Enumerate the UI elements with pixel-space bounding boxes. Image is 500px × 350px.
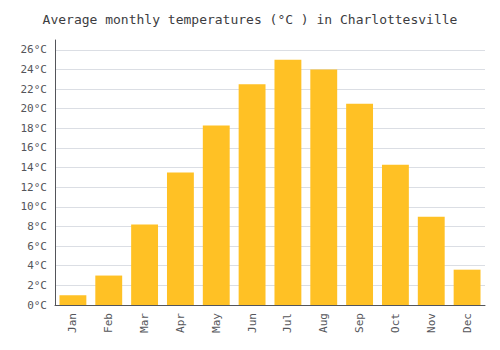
svg-text:Sep: Sep [353, 313, 366, 333]
svg-text:Jan: Jan [66, 313, 79, 333]
svg-text:Dec: Dec [461, 313, 474, 333]
svg-text:4°C: 4°C [27, 259, 47, 272]
svg-text:May: May [210, 313, 223, 333]
svg-text:Jun: Jun [246, 313, 259, 333]
svg-text:Aug: Aug [317, 313, 330, 333]
svg-text:8°C: 8°C [27, 220, 47, 233]
svg-text:16°C: 16°C [21, 141, 48, 154]
svg-text:20°C: 20°C [21, 102, 48, 115]
svg-text:Jul: Jul [281, 313, 294, 333]
svg-text:Oct: Oct [389, 313, 402, 333]
svg-text:22°C: 22°C [21, 83, 48, 96]
svg-text:Feb: Feb [102, 313, 115, 333]
svg-text:Apr: Apr [174, 313, 187, 333]
svg-text:24°C: 24°C [21, 63, 48, 76]
svg-text:12°C: 12°C [21, 181, 48, 194]
svg-text:18°C: 18°C [21, 122, 48, 135]
svg-text:10°C: 10°C [21, 200, 48, 213]
svg-text:Average monthly temperatures (: Average monthly temperatures (°C ) in Ch… [43, 12, 458, 27]
svg-text:14°C: 14°C [21, 161, 48, 174]
svg-text:0°C: 0°C [27, 299, 47, 312]
svg-text:Nov: Nov [425, 313, 438, 333]
svg-text:2°C: 2°C [27, 279, 47, 292]
svg-text:26°C: 26°C [21, 43, 48, 56]
svg-text:Mar: Mar [138, 313, 151, 333]
svg-text:6°C: 6°C [27, 240, 47, 253]
